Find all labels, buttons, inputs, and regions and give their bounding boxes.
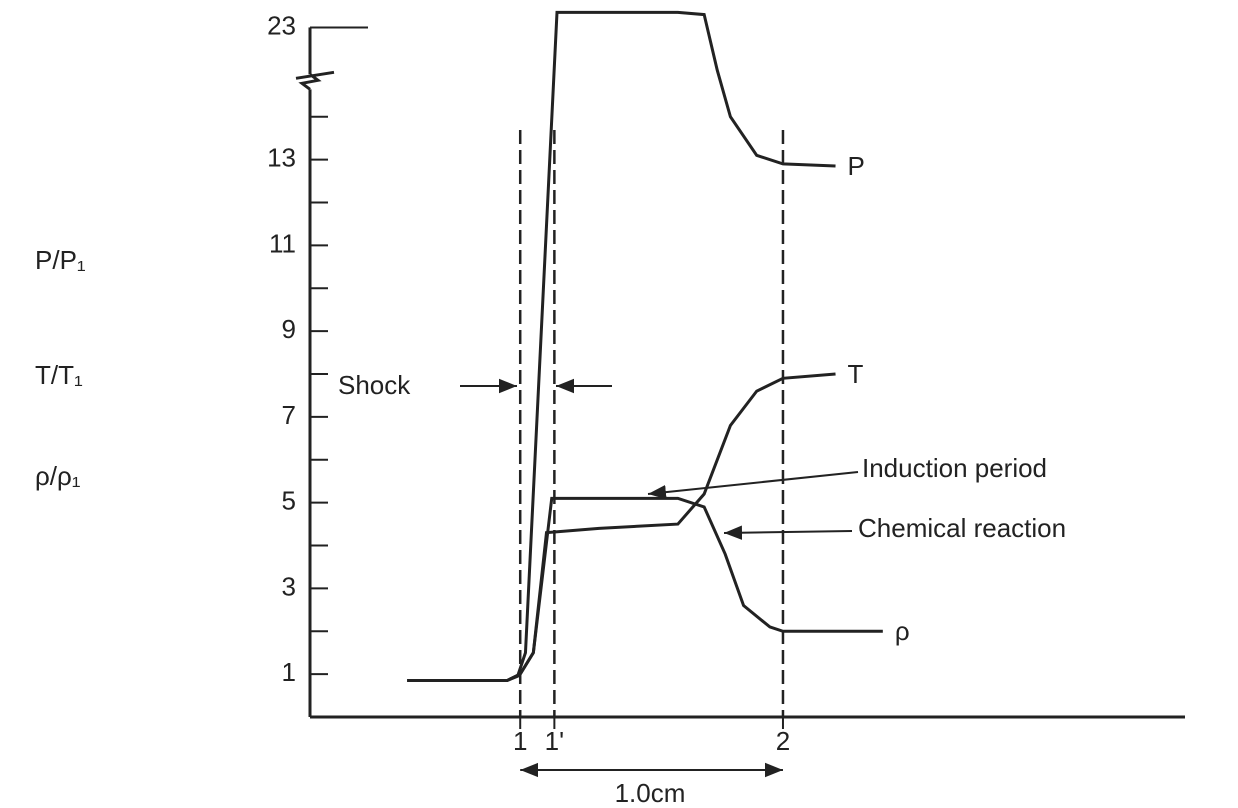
- series-line: [407, 10, 836, 683]
- y-tick-label: 9: [282, 314, 296, 344]
- y-tick-label: 13: [267, 143, 296, 173]
- annotation: 1.0cm: [615, 778, 686, 808]
- annotation-arrow: [723, 525, 853, 540]
- y-tick-label: 3: [282, 571, 296, 601]
- y-label: T/T₁: [35, 360, 83, 390]
- y-tick-label: 5: [282, 486, 296, 516]
- series-line: [407, 496, 883, 683]
- series-label: ρ: [895, 616, 910, 646]
- x-tick-label: 1': [545, 726, 564, 756]
- y-tick-label: 23: [267, 10, 296, 40]
- y-tick-label: 11: [269, 228, 296, 258]
- annotation: Induction period: [862, 453, 1047, 483]
- series-line: [407, 372, 836, 683]
- axis-break: [295, 70, 335, 91]
- series-label: T: [848, 359, 864, 389]
- annotation: Shock: [338, 370, 411, 400]
- y-label: P/P₁: [35, 245, 86, 275]
- annotation: Chemical reaction: [858, 513, 1066, 543]
- y-tick-label: 7: [282, 400, 296, 430]
- annotation-arrow: [647, 471, 859, 500]
- series-label: P: [848, 151, 865, 181]
- x-tick-label: 2: [776, 726, 790, 756]
- x-tick-label: 1: [513, 726, 527, 756]
- y-label: ρ/ρ₁: [35, 461, 81, 491]
- y-tick-label: 1: [282, 657, 296, 687]
